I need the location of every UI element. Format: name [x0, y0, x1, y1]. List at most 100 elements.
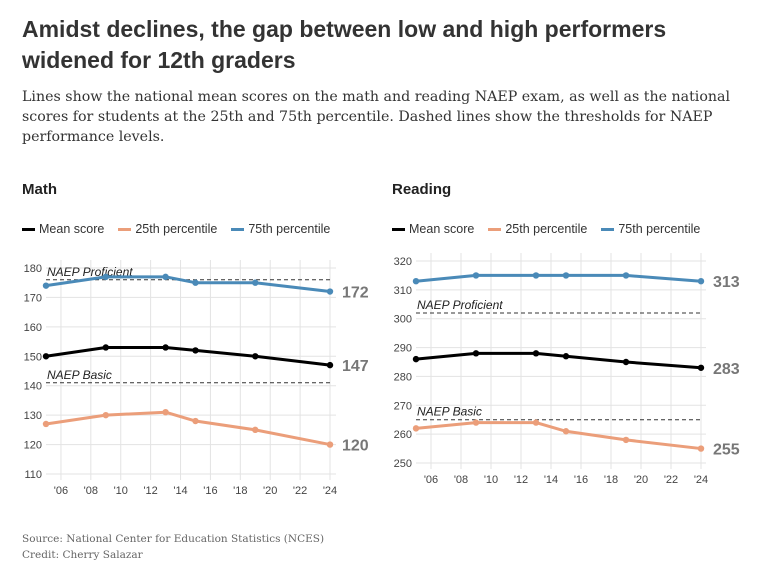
y-tick-label: 280 — [394, 371, 412, 383]
data-point — [326, 361, 334, 369]
x-tick-label: '20 — [263, 485, 277, 497]
legend-item-mean: Mean score — [392, 222, 474, 236]
y-tick-label: 140 — [24, 381, 42, 393]
data-point — [562, 428, 570, 435]
data-point — [162, 344, 169, 351]
data-point — [622, 272, 630, 279]
end-value-label: 147 — [342, 358, 369, 375]
y-tick-label: 250 — [394, 458, 412, 470]
math-panel-title: Math — [22, 181, 57, 198]
data-point — [472, 350, 480, 357]
data-point — [162, 409, 169, 416]
x-tick-label: '06 — [54, 485, 68, 497]
data-point — [252, 279, 259, 286]
data-point — [622, 358, 630, 366]
series-line — [415, 351, 702, 370]
y-tick-label: 130 — [24, 410, 42, 422]
data-point — [532, 350, 540, 357]
data-point — [562, 272, 570, 279]
data-point — [412, 425, 420, 432]
data-point — [412, 278, 420, 285]
y-tick-label: 160 — [24, 322, 42, 334]
data-point — [192, 417, 199, 425]
source-note: Source: National Center for Education St… — [22, 533, 325, 545]
x-tick-label: '08 — [454, 474, 468, 486]
math-legend: Mean score 25th percentile 75th percenti… — [22, 222, 330, 236]
legend-item-75th: 75th percentile — [231, 222, 330, 236]
threshold-label: NAEP Proficient — [47, 265, 133, 279]
data-point — [562, 353, 570, 360]
series-line — [45, 410, 331, 447]
series-line — [415, 273, 702, 283]
data-point — [192, 347, 199, 354]
x-tick-label: '12 — [514, 474, 528, 486]
data-point — [252, 426, 259, 434]
data-point — [697, 278, 705, 285]
x-tick-label: '22 — [293, 485, 307, 497]
data-point — [622, 436, 630, 444]
x-tick-label: '22 — [664, 474, 678, 486]
y-tick-label: 150 — [24, 351, 42, 363]
x-tick-label: '24 — [694, 474, 708, 486]
end-value-label: 172 — [342, 285, 369, 302]
y-tick-label: 120 — [24, 440, 42, 452]
data-point — [42, 282, 50, 289]
threshold-label: NAEP Basic — [47, 368, 112, 382]
data-point — [326, 441, 334, 448]
data-point — [102, 411, 109, 419]
x-tick-label: '18 — [233, 485, 247, 497]
data-point — [42, 420, 50, 428]
reading-panel-title: Reading — [392, 181, 452, 198]
reading-legend: Mean score 25th percentile 75th percenti… — [392, 222, 700, 236]
chart-title: Amidst declines, the gap between low and… — [22, 16, 667, 73]
threshold-label: NAEP Basic — [417, 405, 482, 419]
data-point — [102, 344, 109, 351]
credit-note: Credit: Cherry Salazar — [22, 549, 143, 561]
x-tick-label: '16 — [203, 485, 217, 497]
legend-item-25th: 25th percentile — [118, 222, 217, 236]
threshold-label: NAEP Proficient — [417, 298, 503, 312]
y-tick-label: 310 — [394, 285, 412, 297]
end-value-label: 283 — [713, 361, 740, 378]
series-line — [45, 275, 331, 294]
y-tick-label: 290 — [394, 343, 412, 355]
series-line — [45, 345, 331, 367]
x-tick-label: '14 — [544, 474, 558, 486]
data-point — [472, 272, 480, 279]
data-point — [532, 419, 540, 426]
y-tick-label: 180 — [24, 263, 42, 275]
data-point — [472, 419, 480, 426]
end-value-label: 255 — [713, 442, 740, 459]
y-tick-label: 270 — [394, 400, 412, 412]
data-point — [162, 273, 169, 281]
y-tick-label: 110 — [24, 469, 42, 481]
footer: Source: National Center for Education St… — [22, 531, 324, 563]
data-point — [697, 364, 705, 371]
data-point — [102, 273, 109, 281]
data-point — [252, 353, 259, 360]
end-value-label: 313 — [713, 274, 740, 291]
series-line — [415, 421, 702, 451]
x-tick-label: '10 — [114, 485, 128, 497]
y-tick-label: 300 — [394, 314, 412, 326]
y-tick-label: 260 — [394, 429, 412, 441]
legend-item-25th: 25th percentile — [488, 222, 587, 236]
x-tick-label: '16 — [574, 474, 588, 486]
y-tick-label: 170 — [24, 292, 42, 304]
y-tick-label: 320 — [394, 256, 412, 268]
data-point — [42, 353, 50, 360]
x-tick-label: '12 — [143, 485, 157, 497]
legend-item-mean: Mean score — [22, 222, 104, 236]
data-point — [697, 445, 705, 452]
x-tick-label: '24 — [323, 485, 337, 497]
data-point — [412, 355, 420, 363]
data-point — [192, 279, 199, 286]
legend-item-75th: 75th percentile — [601, 222, 700, 236]
chart-description: Lines show the national mean scores on t… — [22, 89, 730, 145]
x-tick-label: '08 — [84, 485, 98, 497]
x-tick-label: '20 — [634, 474, 648, 486]
x-tick-label: '14 — [173, 485, 187, 497]
x-tick-label: '06 — [424, 474, 438, 486]
data-point — [326, 288, 334, 295]
